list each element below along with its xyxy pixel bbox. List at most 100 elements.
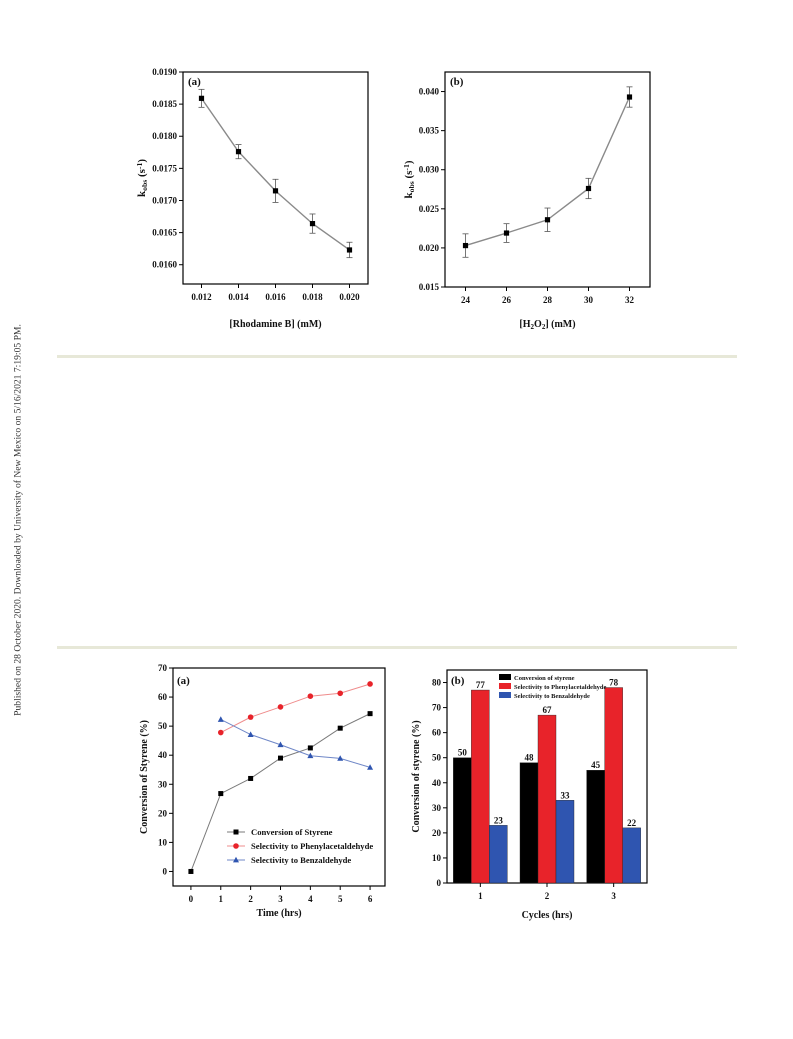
x-tick-label: 4 <box>308 894 313 904</box>
bar <box>471 689 490 884</box>
x-axis-label-part: O <box>534 319 542 330</box>
panel-label: (a) <box>188 76 201 88</box>
data-point <box>218 791 224 797</box>
data-point <box>337 725 343 731</box>
y-axis-label-part: ) <box>136 159 148 163</box>
bar <box>519 762 539 884</box>
y-axis-label-part: -1 <box>402 164 411 171</box>
page-divider-bottom <box>57 646 737 649</box>
x-tick-label: 1 <box>478 891 483 901</box>
legend-label: Selectivity to Benzaldehyde <box>514 693 590 700</box>
data-point <box>462 242 469 249</box>
data-point <box>198 95 205 101</box>
y-axis-label: kobs (s-1) <box>402 160 417 198</box>
data-point <box>503 230 510 236</box>
y-axis-label-part: (s <box>403 170 415 181</box>
data-point <box>346 247 353 253</box>
y-tick-label: 0.0180 <box>152 131 177 141</box>
y-tick-label: 0.0175 <box>152 163 177 173</box>
data-point <box>626 94 633 100</box>
legend-swatch <box>499 674 511 680</box>
x-tick-label: 0.012 <box>191 292 212 302</box>
bar <box>489 825 508 884</box>
bar <box>453 757 472 884</box>
data-point <box>247 714 254 720</box>
data-point <box>277 741 284 748</box>
y-tick-label: 0.015 <box>419 282 440 292</box>
y-tick-label: 50 <box>432 753 442 763</box>
y-tick-label: 0.030 <box>419 165 440 175</box>
series-line <box>200 97 350 251</box>
data-point <box>367 681 373 687</box>
y-axis-label-part: obs <box>407 181 416 192</box>
panel-label: (b) <box>450 76 464 88</box>
bar-value-label: 67 <box>543 705 553 715</box>
y-tick-label: 0.035 <box>419 126 440 136</box>
y-tick-label: 30 <box>432 803 442 813</box>
x-tick-label: 2 <box>545 891 550 901</box>
y-tick-label: 70 <box>432 703 442 713</box>
y-axis-label-part: ) <box>403 160 415 164</box>
download-notice-text: Published on 28 October 2020. Downloaded… <box>12 324 24 716</box>
bar <box>586 770 605 884</box>
y-tick-label: 20 <box>158 808 168 818</box>
data-point <box>235 149 242 155</box>
data-point <box>367 711 373 717</box>
x-axis-label-part: [H <box>519 319 530 330</box>
x-tick-label: 0 <box>189 894 194 904</box>
bar <box>555 800 575 884</box>
y-axis-label: Conversion of styrene (%) <box>411 720 422 832</box>
y-tick-label: 40 <box>432 778 442 788</box>
legend-swatch-marker <box>233 829 239 835</box>
data-point <box>217 716 224 722</box>
figure-conversion-cycles: 0 10 20 30 40 50 60 70 80 1 50 77 23 2 48 67 33 3 45 78 22 Co… <box>405 662 655 927</box>
plot-frame <box>172 667 386 887</box>
x-tick-label: 26 <box>502 295 512 305</box>
bar-value-label: 33 <box>561 790 571 800</box>
x-tick-label: 0.020 <box>339 292 360 302</box>
y-tick-label: 30 <box>158 779 168 789</box>
x-axis-label: [Rhodamine B] (mM) <box>229 319 321 330</box>
legend-label: Selectivity to Benzaldehyde <box>251 855 351 865</box>
y-tick-label: 60 <box>432 728 442 738</box>
bar-value-label: 50 <box>458 748 468 758</box>
y-tick-label: 0 <box>163 866 168 876</box>
data-point <box>367 764 374 770</box>
legend-label: Selectivity to Phenylacetaldehyde <box>251 841 373 851</box>
x-axis-label: Time (hrs) <box>256 908 301 919</box>
data-point <box>307 752 314 759</box>
y-tick-label: 60 <box>158 692 168 702</box>
series-line <box>220 719 371 768</box>
y-tick-label: 50 <box>158 721 168 731</box>
x-tick-label: 0.016 <box>265 292 286 302</box>
figure-kobs-vs-rhodamine: 0.012 0.014 0.016 0.018 0.020 0.0160 0.0165 0.0… <box>135 62 385 337</box>
y-tick-label: 20 <box>432 828 442 838</box>
panel-label: (b) <box>451 675 465 687</box>
y-tick-label: 10 <box>432 853 442 863</box>
y-tick-label: 0.025 <box>419 204 440 214</box>
x-tick-label: 3 <box>611 891 616 901</box>
x-tick-label: 28 <box>543 295 553 305</box>
y-tick-label: 0.0170 <box>152 195 177 205</box>
x-axis-label: Cycles (hrs) <box>522 910 573 921</box>
y-tick-label: 0.0190 <box>152 67 177 77</box>
legend-label: Conversion of styrene <box>514 675 575 682</box>
bar <box>537 714 557 884</box>
y-tick-label: 40 <box>158 750 168 760</box>
y-axis-label-part: obs <box>140 180 149 191</box>
data-point <box>248 775 254 781</box>
kobs-h2o2-chart: 24 26 28 30 32 0.015 0.020 0.025 0.030 0.035 0.040… <box>402 71 651 331</box>
y-tick-label: 10 <box>158 837 168 847</box>
data-point <box>337 755 344 761</box>
bar-value-label: 77 <box>476 680 486 690</box>
data-point <box>337 690 344 697</box>
y-tick-label: 80 <box>432 678 442 688</box>
y-tick-label: 0.020 <box>419 243 440 253</box>
plot-frame <box>182 71 369 285</box>
conversion-cycles-chart: 01020304050607080150772324867333457822Co… <box>411 669 648 921</box>
y-axis-label-part: -1 <box>135 163 144 170</box>
x-axis-label: [H2O2] (mM) <box>519 319 575 331</box>
bar-value-label: 22 <box>627 818 637 828</box>
data-point <box>307 693 314 699</box>
x-tick-label: 32 <box>625 295 635 305</box>
